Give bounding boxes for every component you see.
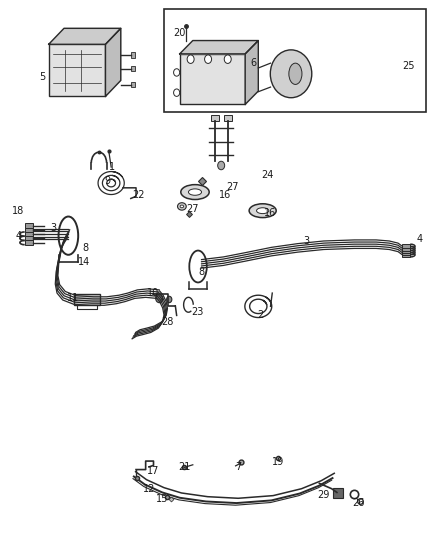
Text: 6: 6 bbox=[251, 59, 257, 68]
Text: 28: 28 bbox=[161, 317, 174, 327]
Text: 25: 25 bbox=[403, 61, 415, 71]
Bar bbox=[164, 9, 426, 112]
Bar bbox=[131, 66, 135, 71]
Bar bbox=[403, 246, 410, 251]
Circle shape bbox=[187, 55, 194, 63]
Polygon shape bbox=[180, 41, 258, 54]
Text: 17: 17 bbox=[147, 466, 160, 476]
Bar bbox=[403, 253, 410, 257]
Bar bbox=[131, 52, 135, 58]
Bar bbox=[25, 223, 32, 228]
Text: 27: 27 bbox=[187, 204, 199, 214]
Ellipse shape bbox=[188, 189, 201, 195]
Text: 19: 19 bbox=[272, 457, 284, 467]
Bar bbox=[403, 248, 410, 253]
Text: 27: 27 bbox=[226, 182, 238, 192]
Text: 9: 9 bbox=[105, 176, 111, 187]
Text: 15: 15 bbox=[156, 494, 169, 504]
Text: 4: 4 bbox=[15, 231, 21, 241]
Circle shape bbox=[224, 55, 231, 63]
Text: 16: 16 bbox=[265, 208, 277, 219]
Bar bbox=[25, 240, 32, 245]
Bar bbox=[403, 251, 410, 255]
Bar bbox=[49, 44, 106, 96]
Text: 8: 8 bbox=[83, 243, 89, 253]
Circle shape bbox=[205, 55, 212, 63]
Text: 2: 2 bbox=[258, 310, 264, 320]
Text: 20: 20 bbox=[173, 28, 186, 38]
Ellipse shape bbox=[177, 203, 186, 210]
Circle shape bbox=[173, 69, 180, 76]
Ellipse shape bbox=[180, 205, 184, 208]
Circle shape bbox=[218, 161, 225, 169]
Text: 11: 11 bbox=[67, 293, 79, 303]
Text: 29: 29 bbox=[318, 490, 330, 500]
Text: 5: 5 bbox=[39, 72, 45, 82]
Ellipse shape bbox=[289, 63, 302, 84]
Text: 8: 8 bbox=[198, 267, 205, 277]
Bar bbox=[180, 54, 245, 104]
Ellipse shape bbox=[270, 50, 312, 98]
Bar bbox=[333, 488, 343, 498]
Bar bbox=[25, 232, 32, 236]
Text: 10: 10 bbox=[146, 288, 159, 298]
Bar bbox=[25, 228, 32, 232]
Bar bbox=[211, 115, 219, 122]
Text: 24: 24 bbox=[262, 170, 274, 180]
Text: 3: 3 bbox=[50, 223, 56, 233]
Text: 16: 16 bbox=[219, 190, 232, 200]
Circle shape bbox=[155, 294, 162, 303]
Polygon shape bbox=[49, 28, 121, 44]
Ellipse shape bbox=[257, 208, 269, 214]
Bar bbox=[403, 244, 410, 248]
Bar bbox=[74, 294, 100, 305]
Text: 26: 26 bbox=[353, 498, 365, 508]
Text: 7: 7 bbox=[236, 463, 242, 472]
Bar bbox=[131, 82, 135, 87]
Polygon shape bbox=[245, 41, 258, 104]
Text: 18: 18 bbox=[12, 206, 24, 216]
Text: 4: 4 bbox=[417, 234, 423, 244]
Text: 22: 22 bbox=[132, 190, 145, 200]
Text: 23: 23 bbox=[191, 306, 203, 317]
Bar bbox=[25, 236, 32, 240]
Text: 21: 21 bbox=[178, 463, 190, 472]
Text: 3: 3 bbox=[303, 236, 309, 246]
Text: 12: 12 bbox=[143, 484, 155, 494]
Text: 1: 1 bbox=[109, 162, 115, 172]
Circle shape bbox=[166, 296, 172, 303]
Ellipse shape bbox=[181, 184, 209, 199]
Polygon shape bbox=[106, 28, 121, 96]
Ellipse shape bbox=[249, 204, 276, 217]
Text: 14: 14 bbox=[78, 257, 90, 267]
Bar bbox=[224, 115, 232, 122]
Circle shape bbox=[173, 89, 180, 96]
